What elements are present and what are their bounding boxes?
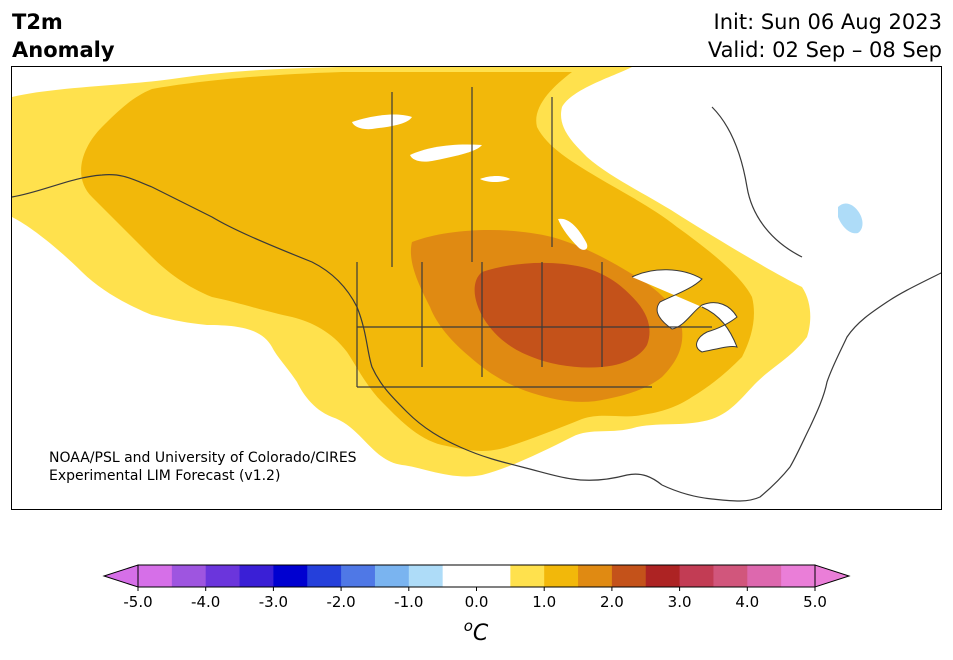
colorbar-tick-label: -2.0 — [326, 593, 355, 611]
colorbar-tick-label: 4.0 — [735, 593, 759, 611]
colorbar-tick-label: 2.0 — [600, 593, 624, 611]
colorbar-swatch — [442, 565, 477, 587]
coastline-and-borders — [12, 87, 941, 502]
colorbar-swatch — [510, 565, 545, 587]
map-title: T2m Anomaly — [12, 8, 115, 64]
lake-shape — [480, 176, 510, 182]
valid-date: Valid: 02 Sep – 08 Sep — [707, 38, 942, 62]
colorbar-tick-label: 3.0 — [668, 593, 692, 611]
great-lakes — [631, 269, 738, 353]
colorbar-tick-label: 0.0 — [465, 593, 489, 611]
colorbar-swatch — [374, 565, 410, 587]
colorbar-swatch — [307, 565, 342, 587]
colorbar-tick-label: -1.0 — [394, 593, 423, 611]
colorbar: -5.0 -4.0 -3.0 -2.0 -1.0 0.0 1.0 2.0 3.0 4.0 5.0 o… — [0, 560, 953, 656]
colorbar-tick-label: -3.0 — [259, 593, 288, 611]
colorbar-swatch — [273, 565, 308, 587]
colorbar-min-extension — [102, 564, 139, 588]
colorbar-swatch — [747, 565, 782, 587]
lake-shape — [352, 114, 412, 130]
colorbar-swatch — [544, 565, 579, 587]
anomaly-region-red-orange — [474, 262, 650, 368]
colorbar-swatch — [476, 565, 511, 587]
map-canvas — [12, 67, 941, 502]
title-line-1: T2m — [12, 10, 63, 34]
colorbar-max-extension — [814, 564, 851, 588]
colorbar-swatches — [102, 564, 851, 588]
colorbar-tick-label: 1.0 — [532, 593, 556, 611]
colorbar-swatch — [408, 565, 444, 587]
colorbar-unit-label: oC — [464, 617, 489, 646]
colorbar-tick-label: 5.0 — [803, 593, 827, 611]
title-line-2: Anomaly — [12, 38, 115, 62]
colorbar-swatch — [611, 565, 647, 587]
lake-shape — [558, 218, 588, 250]
colorbar-swatch — [239, 565, 274, 587]
colorbar-swatch — [645, 565, 681, 587]
forecast-dates: Init: Sun 06 Aug 2023 Valid: 02 Sep – 08… — [708, 8, 942, 64]
colorbar-tick-label: -5.0 — [123, 593, 152, 611]
credit-line-1: NOAA/PSL and University of Colorado/CIRE… — [49, 450, 357, 466]
colorbar-swatch — [205, 565, 241, 587]
credit-text: NOAA/PSL and University of Colorado/CIRE… — [49, 449, 357, 485]
colorbar-graphic: -5.0 -4.0 -3.0 -2.0 -1.0 0.0 1.0 2.0 3.0 4.0 5.0 o… — [102, 564, 851, 646]
colorbar-swatch — [341, 565, 376, 587]
credit-line-2: Experimental LIM Forecast (v1.2) — [49, 468, 281, 484]
colorbar-swatch — [171, 565, 207, 587]
colorbar-swatch — [138, 565, 173, 587]
colorbar-swatch — [781, 565, 816, 587]
colorbar-swatch — [713, 565, 748, 587]
lake-shape — [410, 144, 482, 162]
anomaly-region-light-blue — [838, 203, 863, 234]
init-date: Init: Sun 06 Aug 2023 — [713, 10, 942, 34]
colorbar-tick-label: -4.0 — [191, 593, 220, 611]
colorbar-swatch — [578, 565, 613, 587]
colorbar-swatch — [679, 565, 714, 587]
anomaly-map — [11, 66, 942, 510]
colorbar-ticks: -5.0 -4.0 -3.0 -2.0 -1.0 0.0 1.0 2.0 3.0 4.0 5.0 — [123, 587, 827, 611]
